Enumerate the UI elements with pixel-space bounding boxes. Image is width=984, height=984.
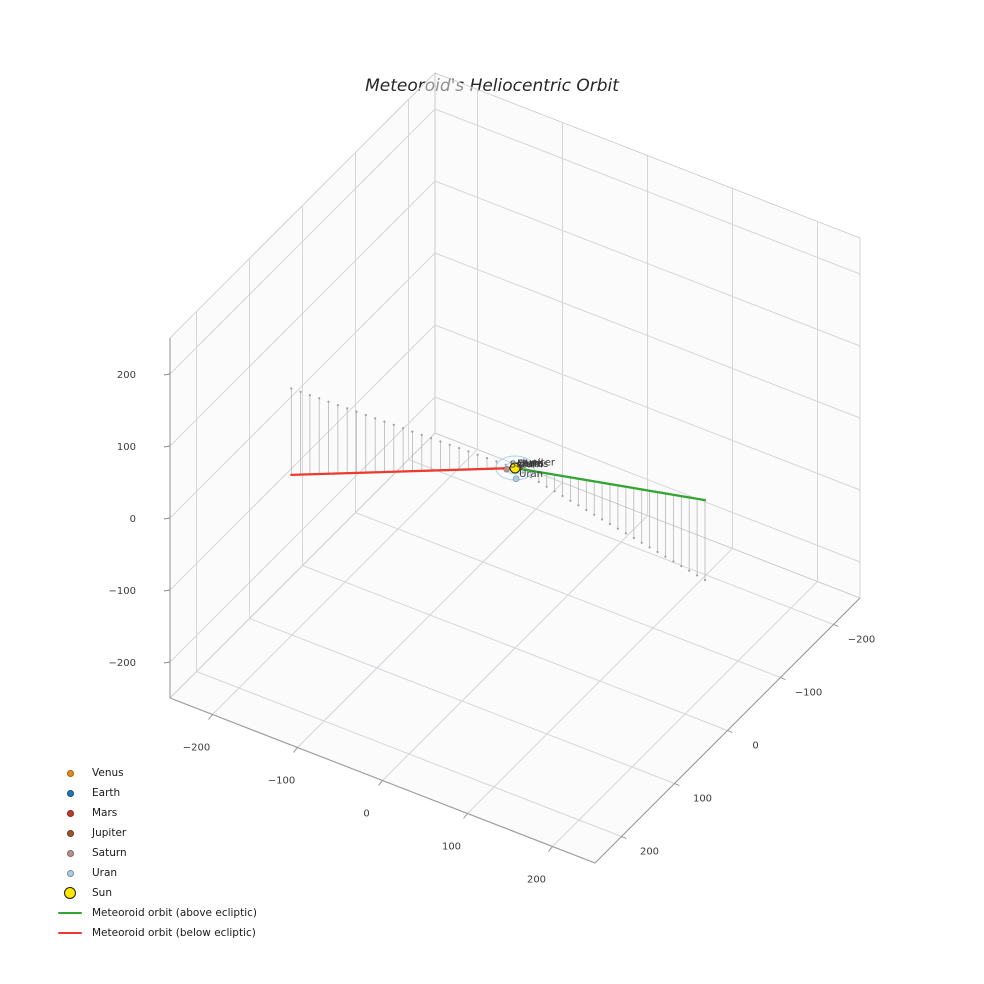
legend-label: Uran [92, 867, 118, 879]
y-tick-label: −100 [795, 688, 822, 699]
legend-label: Sun [92, 887, 112, 899]
planet-marker-uran [512, 475, 520, 483]
x-tick-label: 0 [363, 809, 369, 820]
z-tick-label: 0 [130, 514, 136, 525]
planet-label-venus: Venus [518, 459, 548, 470]
z-tick-label: 200 [117, 370, 136, 381]
y-tick-label: 100 [693, 794, 712, 805]
x-tick-label: 100 [442, 842, 461, 853]
legend-item-jupiter: Jupiter [56, 823, 257, 843]
legend-label: Meteoroid orbit (below ecliptic) [92, 927, 256, 939]
planet-label-uran: Uran [519, 469, 543, 480]
sun-marker [509, 462, 521, 474]
x-tick-labels: −200 −100 0 100 200 [183, 743, 546, 886]
planet-label-earth: Earth [517, 458, 544, 469]
y-tick-label: 200 [640, 847, 659, 858]
legend: Venus Earth Mars Jupiter Saturn Uran Sun Meteor… [56, 763, 257, 943]
legend-label: Jupiter [92, 827, 127, 839]
sun-dot [509, 462, 521, 474]
legend-item-meteoroid-orbit-above-ecliptic: Meteoroid orbit (above ecliptic) [56, 903, 257, 923]
legend-label: Saturn [92, 847, 127, 859]
z-tick-label: −100 [109, 586, 136, 597]
legend-item-sun: Sun [56, 883, 257, 903]
z-tick-label: 100 [117, 442, 136, 453]
orbit-circle-saturn [504, 461, 526, 475]
legend-dot-swatch [56, 887, 84, 899]
legend-dot-swatch [56, 869, 84, 877]
y-tick-label: −200 [848, 635, 875, 646]
legend-dot-swatch [56, 809, 84, 817]
planet-label-jupiter: Jupiter [521, 458, 555, 469]
x-tick-label: −200 [183, 743, 210, 754]
legend-label: Venus [92, 767, 124, 779]
x-tick-label: −100 [268, 776, 295, 787]
legend-item-mars: Mars [56, 803, 257, 823]
legend-label: Earth [92, 787, 121, 799]
meteoroid-orbit-below-line [290, 466, 517, 477]
legend-item-saturn: Saturn [56, 843, 257, 863]
legend-label: Meteoroid orbit (above ecliptic) [92, 907, 257, 919]
legend-dot-swatch [56, 789, 84, 797]
z-tick-label: −200 [109, 658, 136, 669]
legend-item-uran: Uran [56, 863, 257, 883]
legend-dot-swatch [56, 849, 84, 857]
legend-item-venus: Venus [56, 763, 257, 783]
legend-label: Mars [92, 807, 118, 819]
legend-line-swatch [56, 911, 84, 915]
planet-label-mars: Mars [520, 458, 544, 469]
tick-marks [163, 373, 839, 852]
y-tick-labels: −200 −100 0 100 200 [640, 635, 875, 858]
legend-dot-swatch [56, 769, 84, 777]
legend-dot-swatch [56, 829, 84, 837]
y-tick-label: 0 [752, 741, 758, 752]
meteoroid-orbit-lines [290, 466, 707, 502]
grid-lines [169, 89, 861, 847]
meteoroid-orbit-above-line [513, 466, 707, 502]
legend-line-swatch [56, 931, 84, 935]
planet-label-saturn: Saturn [510, 460, 543, 471]
x-tick-label: 200 [527, 875, 546, 886]
legend-item-earth: Earth [56, 783, 257, 803]
orbit-projection-stems [290, 387, 707, 582]
legend-item-meteoroid-orbit-below-ecliptic: Meteoroid orbit (below ecliptic) [56, 923, 257, 943]
z-tick-labels: −200 −100 0 100 200 [109, 370, 136, 669]
